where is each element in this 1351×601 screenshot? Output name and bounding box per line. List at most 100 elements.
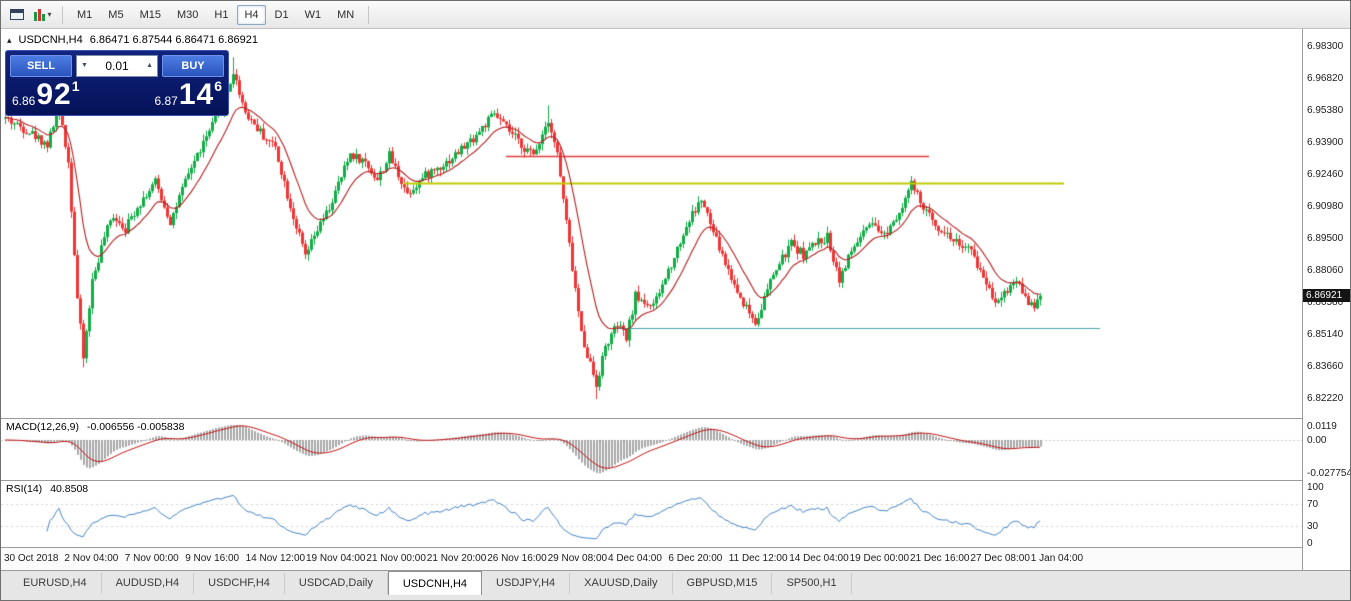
macd-axis-label: 0.0119 [1307,420,1337,432]
chart-tab-sp500-h1[interactable]: SP500,H1 [772,573,852,594]
chart-ohlc-values: 6.86471 6.87544 6.86471 6.86921 [89,34,258,46]
sell-price-big: 92 [36,78,72,111]
rsi-chart[interactable] [1,481,1304,547]
price-axis-label: 6.88060 [1307,265,1344,277]
date-label: 1 Jan 04:00 [1030,553,1084,564]
one-click-toggle-icon[interactable]: ▴ [7,34,12,45]
buy-price-pip: 6 [214,78,222,94]
rsi-axis-label: 70 [1307,498,1319,510]
time-axis[interactable]: 30 Oct 2018 2 Nov 04:00 7 Nov 00:00 9 Nov 1… [1,547,1304,570]
date-label: 14 Nov 12:00 [245,553,306,564]
date-label: 4 Dec 04:00 [608,553,662,564]
buy-price-display[interactable]: 6.87 14 6 [154,77,222,113]
volume-increase-button[interactable]: ▲ [146,61,153,69]
price-axis-label: 6.96820 [1307,72,1344,84]
timeframe-d1[interactable]: D1 [274,8,289,21]
sell-price-display[interactable]: 6.86 92 1 [12,77,80,113]
timeframe-mn[interactable]: MN [337,8,355,21]
chart-header: ▴ USDCNH,H4 6.86471 6.87544 6.86471 6.86… [7,34,258,46]
chart-tab-usdchf-h4[interactable]: USDCHF,H4 [194,573,285,594]
chart-tab-bar: EURUSD,H4 AUDUSD,H4 USDCHF,H4 USDCAD,Daily U… [1,570,1350,600]
price-axis-label: 6.85140 [1307,329,1344,341]
chart-tab-usdcad-daily[interactable]: USDCAD,Daily [285,573,388,594]
price-axis-label: 6.82220 [1307,393,1344,405]
trade-panel-prices: 6.86 92 1 6.87 14 6 [10,77,224,113]
price-axis[interactable]: 6.86921 6.98300 6.96820 6.95380 6.93900 6.92… [1302,29,1350,570]
macd-axis-label: 0.00 [1307,435,1327,447]
macd-values: -0.006556 -0.005838 [86,421,185,433]
date-label: 7 Nov 00:00 [124,553,179,564]
date-label: 26 Nov 16:00 [487,553,547,564]
price-axis-label: 6.95380 [1307,104,1344,116]
date-label: 6 Dec 20:00 [668,553,723,564]
trade-panel-controls: SELL ▼ ▲ BUY [10,54,224,77]
rsi-header: RSI(14) 40.8508 [6,483,88,495]
rsi-axis-label: 0 [1307,538,1313,549]
chart-symbol-period: USDCNH,H4 [18,34,83,46]
timeframe-h1[interactable]: H1 [214,8,229,21]
chart-window-icon[interactable] [5,5,29,25]
volume-stepper[interactable]: ▼ ▲ [76,54,158,77]
date-label: 21 Nov 00:00 [366,553,426,564]
timeframe-m15[interactable]: M15 [139,8,161,21]
rsi-value: 40.8508 [50,483,89,495]
buy-price-main: 6.87 [154,94,178,108]
macd-axis-label: -0.027754 [1307,467,1351,479]
date-label: 9 Nov 16:00 [185,553,240,564]
macd-panel-splitter[interactable] [1,418,1304,419]
timeframe-m1[interactable]: M1 [77,8,93,21]
macd-header: MACD(12,26,9) -0.006556 -0.005838 [6,421,184,433]
chart-tab-usdjpy-h4[interactable]: USDJPY,H4 [482,573,571,594]
price-axis-label: 6.86580 [1307,297,1344,309]
chart-window-glyph [10,9,24,20]
sell-button[interactable]: SELL [10,54,72,77]
price-axis-label: 6.89500 [1307,233,1344,245]
one-click-trading-panel: SELL ▼ ▲ BUY 6.86 92 1 6.87 14 6 [5,50,229,116]
date-label: 21 Dec 16:00 [910,553,970,564]
chart-tab-usdcnh-h4[interactable]: USDCNH,H4 [387,571,483,595]
chart-type-icon[interactable]: ▾ [31,5,55,25]
toolbar-separator [62,5,63,24]
timeframe-w1[interactable]: W1 [304,8,322,21]
date-label: 30 Oct 2018 [4,553,59,564]
date-label: 14 Dec 04:00 [789,553,849,564]
sell-price-pip: 1 [71,78,80,94]
volume-input[interactable] [91,58,143,73]
date-label: 29 Nov 08:00 [547,553,608,564]
rsi-axis-label: 100 [1307,482,1324,493]
volume-decrease-button[interactable]: ▼ [81,61,88,69]
macd-panel: MACD(12,26,9) -0.006556 -0.005838 [1,419,1304,480]
sell-price-main: 6.86 [12,94,36,108]
timeframe-group: M1 M5 M15 M30 H1 H4 D1 W1 MN [70,4,361,25]
buy-price-big: 14 [178,78,215,111]
timeframe-m5[interactable]: M5 [108,8,124,21]
date-label: 27 Dec 08:00 [970,553,1030,564]
buy-button[interactable]: BUY [162,54,224,77]
chart-tab-audusd-h4[interactable]: AUDUSD,H4 [102,573,195,594]
chart-tab-xauusd-daily[interactable]: XAUUSD,Daily [570,573,673,594]
price-chart-panel: ▴ USDCNH,H4 6.86471 6.87544 6.86471 6.86… [1,29,1304,418]
timeframe-toolbar: ▾ M1 M5 M15 M30 H1 H4 D1 W1 MN [1,1,1350,29]
timeframe-m30[interactable]: M30 [176,8,199,21]
date-label: 11 Dec 12:00 [728,553,788,564]
timeframe-h4[interactable]: H4 [237,4,266,25]
price-axis-label: 6.83660 [1307,361,1344,373]
date-label: 19 Nov 04:00 [306,553,366,564]
date-label: 21 Nov 20:00 [426,553,487,564]
chart-type-dropdown-caret[interactable]: ▾ [47,10,52,19]
price-axis-label: 6.90980 [1307,200,1344,212]
candlestick-glyph [34,8,46,21]
price-axis-label: 6.98300 [1307,40,1344,52]
macd-chart[interactable] [1,419,1304,480]
chart-tab-eurusd-h4[interactable]: EURUSD,H4 [9,573,102,594]
toolbar-separator [368,5,370,24]
chart-tab-gbpusd-m15[interactable]: GBPUSD,M15 [673,573,773,594]
date-label: 19 Dec 00:00 [849,553,910,564]
rsi-title: RSI(14) [6,483,43,495]
price-axis-label: 6.92460 [1307,168,1344,180]
rsi-panel-splitter[interactable] [1,480,1304,481]
rsi-panel: RSI(14) 40.8508 [1,481,1304,547]
macd-title: MACD(12,26,9) [6,421,79,433]
current-price-badge: 6.86921 [1303,289,1350,303]
